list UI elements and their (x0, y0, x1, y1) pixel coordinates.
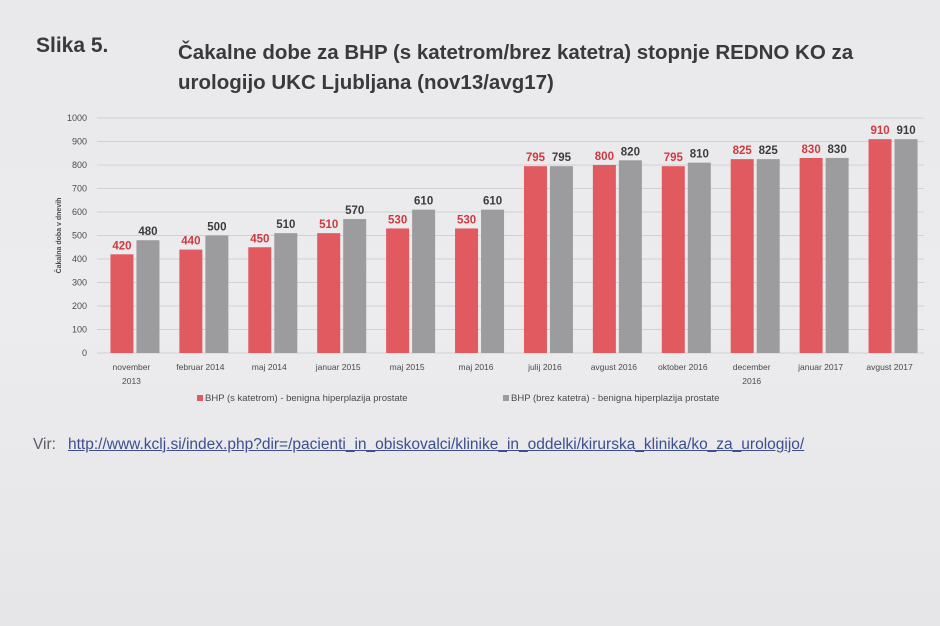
bar-brez-katetra (274, 233, 298, 353)
bar-brez-katetra (136, 240, 160, 353)
data-label: 820 (621, 146, 640, 158)
x-tick-label: julij 2016 (527, 362, 562, 372)
bar-s-katetrom (317, 233, 341, 353)
x-tick-label: avgust 2016 (591, 362, 638, 372)
bar-brez-katetra (894, 139, 918, 353)
data-label: 610 (414, 196, 433, 208)
y-tick-label: 700 (72, 184, 87, 194)
bar-s-katetrom (799, 157, 823, 353)
data-label: 910 (896, 125, 915, 137)
x-tick-label: maj 2014 (252, 362, 287, 372)
bar-brez-katetra (618, 160, 642, 353)
bar-brez-katetra (756, 159, 780, 353)
y-tick-label: 1000 (67, 113, 87, 123)
x-tick-label: maj 2015 (390, 362, 425, 372)
data-label: 825 (733, 145, 753, 157)
y-tick-label: 600 (72, 207, 87, 217)
bar-s-katetrom (179, 249, 203, 353)
data-label: 830 (828, 144, 847, 156)
data-label: 480 (138, 226, 157, 238)
bar-s-katetrom (868, 139, 892, 353)
data-label: 440 (181, 236, 200, 248)
x-tick-label: november (113, 362, 151, 372)
data-label: 800 (595, 151, 614, 163)
y-axis-label: Čakalna doba v dnevih (54, 198, 63, 274)
data-label: 510 (319, 219, 338, 231)
data-label: 450 (250, 233, 269, 245)
data-label: 530 (388, 214, 407, 226)
y-tick-label: 800 (72, 160, 87, 170)
data-label: 530 (457, 214, 476, 226)
bar-brez-katetra (343, 219, 367, 353)
x-tick-label: avgust 2017 (866, 362, 913, 372)
legend-label: BHP (brez katetra) - benigna hiperplazij… (511, 393, 719, 404)
bar-s-katetrom (248, 247, 272, 353)
data-label: 570 (345, 205, 364, 217)
source-line: Vir: http://www.kclj.si/index.php?dir=/pa… (33, 436, 804, 454)
bar-brez-katetra (481, 209, 505, 353)
figure-label: Slika 5. (36, 34, 109, 57)
y-tick-label: 500 (72, 231, 87, 241)
data-label: 830 (802, 144, 821, 156)
data-label: 795 (664, 152, 684, 164)
x-tick-label: oktober 2016 (658, 362, 708, 372)
source-label: Vir: (33, 436, 56, 453)
x-tick-label: januar 2015 (315, 362, 361, 372)
source-link[interactable]: http://www.kclj.si/index.php?dir=/pacien… (67, 436, 805, 453)
data-label: 510 (276, 219, 295, 231)
data-label: 795 (526, 152, 546, 164)
bar-brez-katetra (825, 157, 849, 353)
bar-brez-katetra (205, 235, 229, 353)
bar-brez-katetra (412, 209, 436, 353)
legend-swatch (197, 395, 203, 401)
bar-s-katetrom (455, 228, 479, 353)
bar-s-katetrom (730, 159, 754, 353)
x-tick-label: maj 2016 (459, 362, 494, 372)
legend-swatch (503, 395, 509, 401)
x-tick-label: 2013 (122, 376, 141, 386)
y-tick-label: 300 (72, 278, 87, 288)
bar-brez-katetra (687, 162, 711, 353)
x-tick-label: februar 2014 (176, 362, 224, 372)
bar-chart: 0 100 200 300 400 500 600 700 800 900 1000 Čakalna … (54, 113, 924, 404)
bar-s-katetrom (592, 165, 616, 353)
bar-s-katetrom (661, 166, 685, 353)
y-tick-label: 400 (72, 254, 87, 264)
y-tick-label: 0 (82, 348, 87, 358)
chart-title: Čakalne dobe za BHP (s katetrom/brez kat… (178, 41, 854, 94)
bar-brez-katetra (549, 166, 573, 353)
legend-label: BHP (s katetrom) - benigna hiperplazija … (205, 393, 408, 404)
x-tick-label: 2016 (742, 376, 761, 386)
bar-s-katetrom (386, 228, 410, 353)
x-tick-label: december (733, 362, 771, 372)
data-label: 610 (483, 196, 502, 208)
data-label: 420 (112, 240, 131, 252)
x-tick-label: januar 2017 (797, 362, 843, 372)
data-label: 810 (690, 149, 709, 161)
bar-s-katetrom (523, 166, 547, 353)
bar-s-katetrom (110, 254, 134, 353)
y-tick-label: 100 (72, 325, 87, 335)
data-label: 910 (870, 125, 889, 137)
y-tick-label: 900 (72, 137, 87, 147)
data-label: 500 (207, 222, 226, 234)
data-label: 795 (552, 152, 572, 164)
y-tick-label: 200 (72, 301, 87, 311)
data-label: 825 (759, 145, 779, 157)
